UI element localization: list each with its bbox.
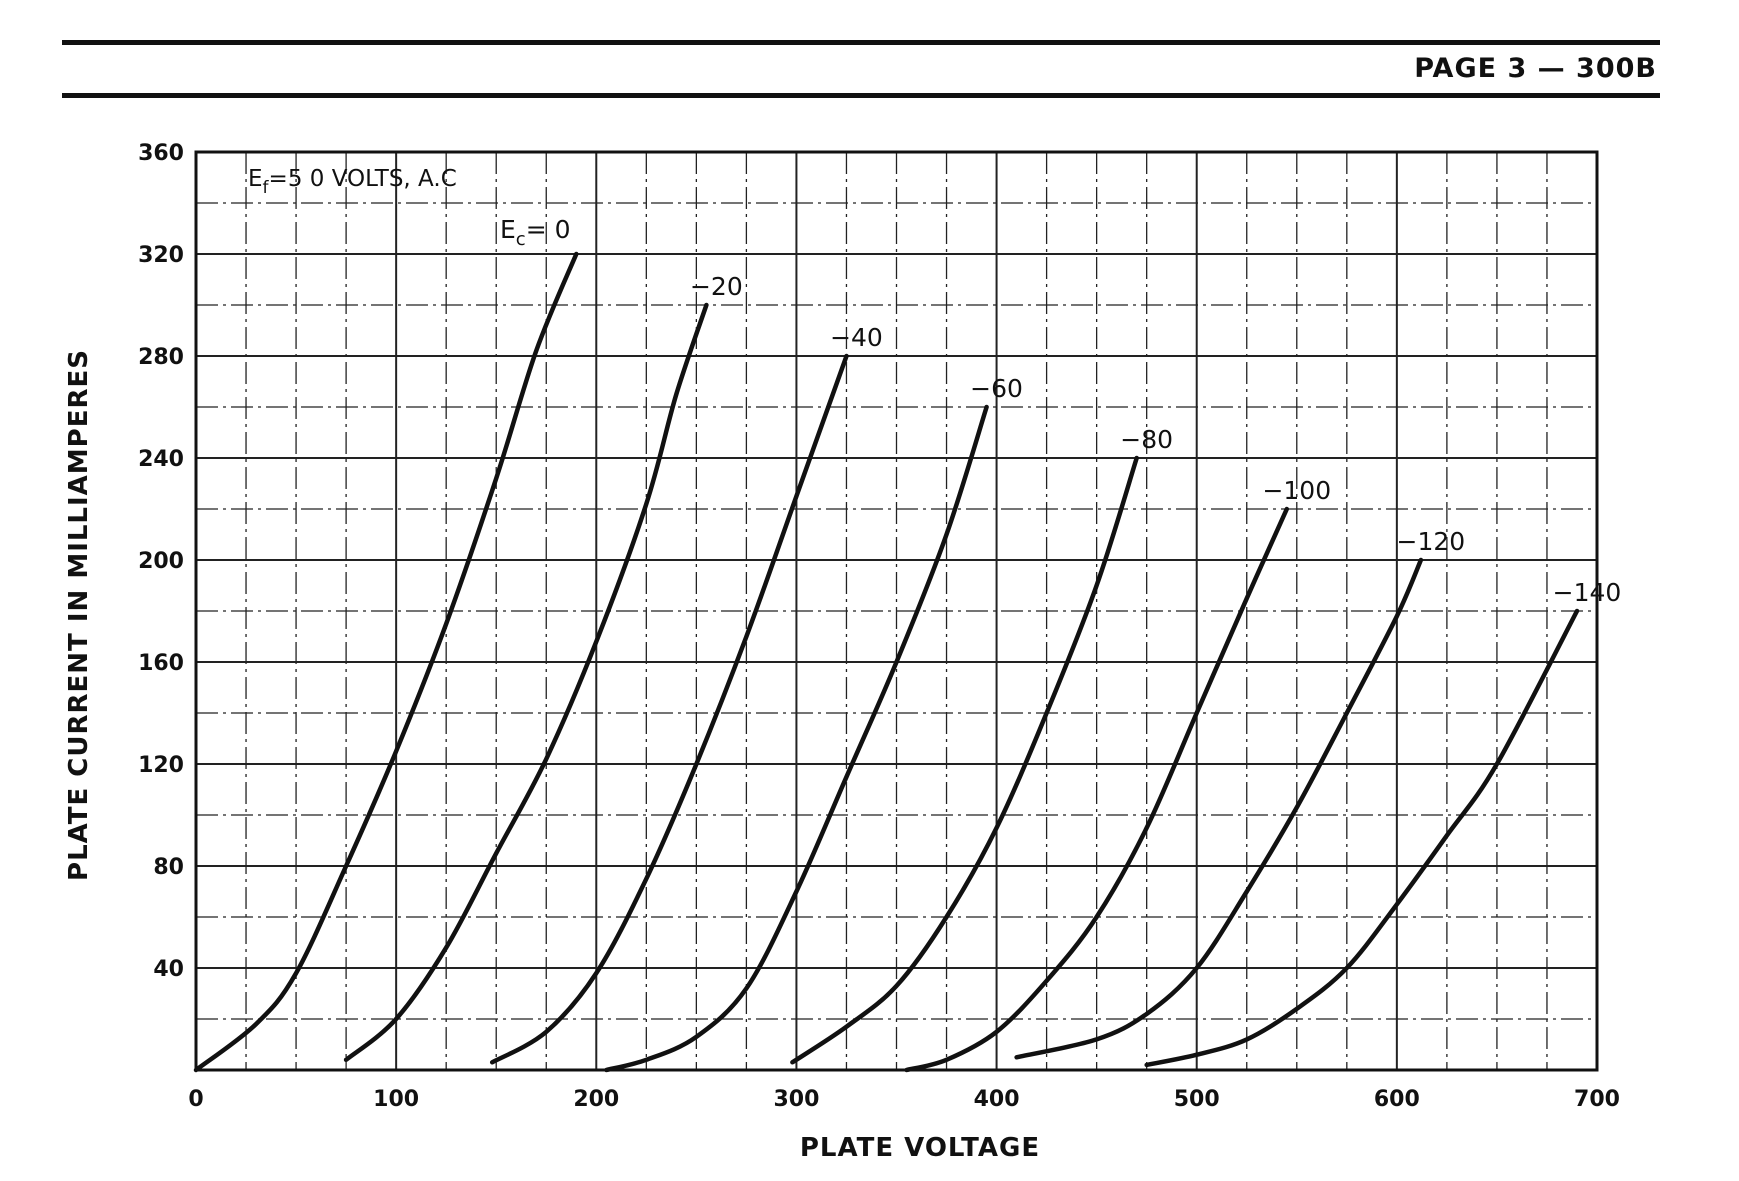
y-tick-label: 320 [138,243,184,268]
curve-label: −140 [1553,578,1622,607]
y-tick-label: 280 [138,345,184,370]
y-tick-label: 120 [138,753,184,778]
curves [193,251,1580,1073]
curve-series-6 [1014,557,1424,1060]
tick-labels: 0 100 200 300 400 500 600 700 40 80 120 160 200 240 28… [138,141,1620,1112]
curve-label-ec-0: Ec= 0 [500,215,571,250]
curve-labels: −20 −40 −60 −80 −100 −120 −140 [690,272,1621,607]
curve-series-0 [193,251,579,1073]
curve-label: −100 [1262,476,1331,505]
curve-series-1 [343,302,709,1063]
y-tick-label: 240 [138,447,184,472]
curve-label: −60 [970,374,1023,403]
filament-voltage-annotation: Ef=5 0 VOLTS, A.C [248,166,457,198]
x-tick-label: 200 [573,1087,619,1112]
y-tick-label: 80 [153,855,184,880]
page-label: PAGE 3 — 300B [1414,53,1657,84]
x-tick-label: 700 [1574,1087,1620,1112]
curve-series-2 [489,353,849,1065]
plot-frame [194,150,1599,1072]
header-rule-top [62,40,1660,45]
y-tick-label: 360 [138,141,184,166]
x-tick-label: 0 [188,1087,203,1112]
x-tick-label: 100 [373,1087,419,1112]
y-tick-label: 200 [138,549,184,574]
x-tick-label: 400 [974,1087,1020,1112]
curve-label: −40 [830,323,883,352]
curve-label: −20 [690,272,743,301]
curve-label: −120 [1397,527,1466,556]
curve-label: −80 [1120,425,1173,454]
x-axis-title: PLATE VOLTAGE [800,1133,1040,1163]
x-tick-label: 300 [773,1087,819,1112]
y-axis-title: PLATE CURRENT IN MILLIAMPERES [64,349,94,881]
curve-series-4 [790,455,1139,1065]
curve-series-7 [1144,608,1580,1068]
x-tick-label: 500 [1174,1087,1220,1112]
y-tick-label: 40 [153,957,184,982]
x-tick-label: 600 [1374,1087,1420,1112]
curve-series-5 [904,506,1290,1073]
grid [195,151,1598,1071]
header-rule-bottom [62,93,1660,98]
curve-series-3 [604,404,989,1073]
y-tick-label: 160 [138,651,184,676]
